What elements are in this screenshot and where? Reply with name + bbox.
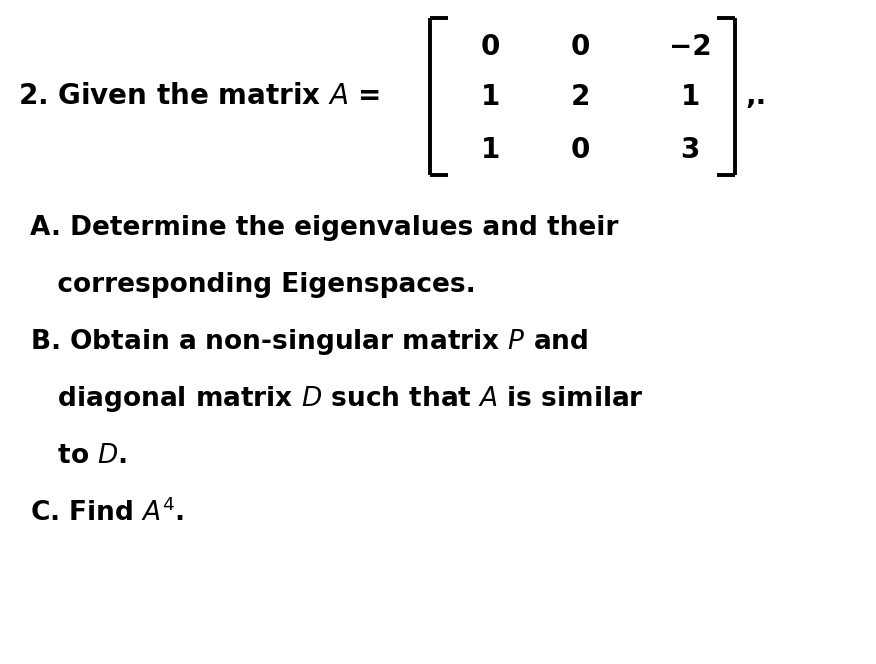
Text: to $D$.: to $D$. xyxy=(30,443,127,469)
Text: 0: 0 xyxy=(570,136,590,164)
Text: −2: −2 xyxy=(668,33,711,61)
Text: 2: 2 xyxy=(570,83,590,111)
Text: corresponding Eigenspaces.: corresponding Eigenspaces. xyxy=(30,272,476,298)
Text: 1: 1 xyxy=(480,83,499,111)
Text: 0: 0 xyxy=(570,33,590,61)
Text: 3: 3 xyxy=(681,136,700,164)
Text: A. Determine the eigenvalues and their: A. Determine the eigenvalues and their xyxy=(30,215,618,241)
Text: ,.: ,. xyxy=(745,82,766,110)
Text: diagonal matrix $D$ such that $A$ is similar: diagonal matrix $D$ such that $A$ is sim… xyxy=(30,384,644,414)
Text: 0: 0 xyxy=(480,33,499,61)
Text: C. Find $A^4$.: C. Find $A^4$. xyxy=(30,499,184,527)
Text: B. Obtain a non-singular matrix $P$ and: B. Obtain a non-singular matrix $P$ and xyxy=(30,327,588,357)
Text: 1: 1 xyxy=(480,136,499,164)
Text: 1: 1 xyxy=(681,83,700,111)
Text: 2. Given the matrix $A$ =: 2. Given the matrix $A$ = xyxy=(18,82,380,110)
